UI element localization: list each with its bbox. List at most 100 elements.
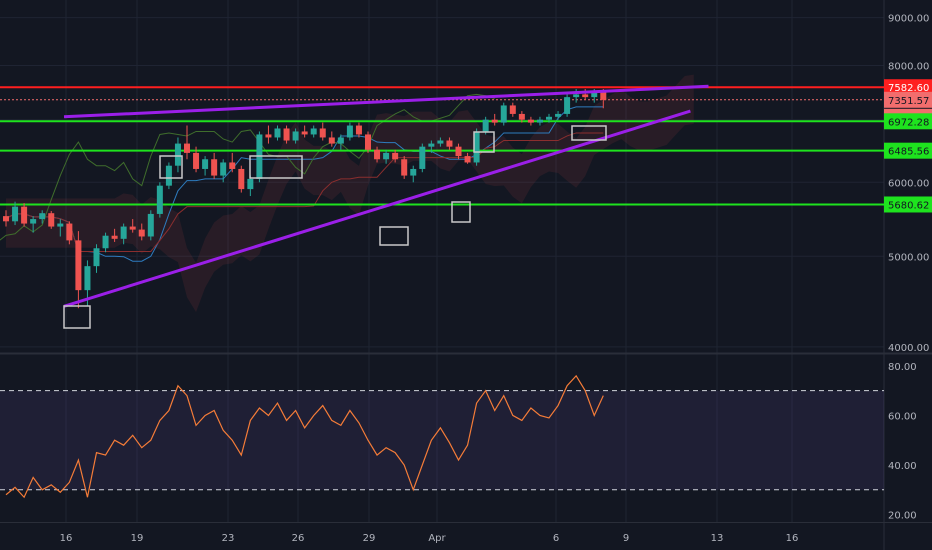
candle-body <box>292 131 299 141</box>
highlight-box <box>249 155 303 179</box>
level-label-bg <box>884 113 932 130</box>
lagging-span <box>0 93 495 241</box>
ichimoku-cloud <box>6 74 694 313</box>
highlight-box <box>379 226 409 246</box>
x-tick-label: 19 <box>131 533 144 544</box>
x-tick-label: 9 <box>623 533 629 544</box>
candle-body <box>446 140 453 147</box>
candle-body <box>392 152 399 160</box>
x-tick-label: 23 <box>222 533 235 544</box>
candle-body <box>102 235 109 249</box>
osc-tick-label: 60.00 <box>888 411 917 422</box>
candle-body <box>473 131 480 163</box>
candle-body <box>174 143 181 166</box>
level-label: 6485.56 <box>888 147 929 158</box>
candle-body <box>374 149 381 160</box>
candle-body <box>455 146 462 157</box>
candle-body <box>147 213 154 237</box>
candle-body <box>536 119 543 123</box>
candle-body <box>419 146 426 169</box>
candle-body <box>573 94 580 98</box>
candle-body <box>247 178 254 190</box>
candle-body <box>437 140 444 144</box>
candle-body <box>301 131 308 135</box>
candle-body <box>57 223 64 227</box>
osc-tick-label: 80.00 <box>888 362 917 373</box>
candle-body <box>365 134 371 150</box>
osc-tick-label: 40.00 <box>888 461 917 472</box>
highlight-box <box>159 155 183 179</box>
highlight-box <box>473 131 495 153</box>
level-label: 7351.57 <box>888 96 929 107</box>
candle-body <box>93 248 100 267</box>
candle-body <box>410 168 417 176</box>
candle-body <box>337 137 344 144</box>
candle-body <box>310 128 317 135</box>
candle-body <box>328 137 335 144</box>
conversion-line <box>5 106 604 262</box>
candle-body <box>66 223 73 241</box>
y-tick-label: 9000.00 <box>888 14 929 25</box>
candle-body <box>39 213 46 220</box>
candle-body <box>21 206 28 224</box>
candle-body <box>156 185 163 214</box>
candle-body <box>319 128 326 138</box>
y-tick-label: 5000.00 <box>888 252 929 263</box>
candle-body <box>138 229 145 237</box>
level-label-bg <box>884 79 932 96</box>
candle-body <box>383 152 390 160</box>
highlight-box <box>451 201 471 223</box>
candle-body <box>12 206 19 222</box>
candle-body <box>120 226 127 239</box>
x-tick-label: 29 <box>363 533 376 544</box>
level-label-bg <box>884 91 932 108</box>
highlight-box <box>571 125 607 141</box>
candle-body <box>193 152 200 169</box>
highlight-box <box>63 305 91 329</box>
trendline <box>63 109 691 308</box>
candle-body <box>84 266 91 291</box>
candle-body <box>3 216 9 222</box>
candle-body <box>591 91 598 98</box>
candle-body <box>500 105 507 123</box>
candle-body <box>48 213 55 227</box>
candle-body <box>355 125 362 135</box>
candle-body <box>165 165 172 186</box>
candle-body <box>111 235 118 239</box>
candle-body <box>129 226 136 230</box>
x-tick-label: Apr <box>428 533 446 544</box>
level-label: 5680.62 <box>888 200 929 211</box>
candle-body <box>482 119 489 132</box>
level-label-bg <box>884 142 932 159</box>
y-tick-label: 4000.00 <box>888 343 929 354</box>
candle-body <box>202 159 209 169</box>
candle-body <box>30 219 37 224</box>
level-label-bg <box>884 196 932 213</box>
osc-tick-label: 20.00 <box>888 511 917 522</box>
rsi-band <box>0 390 884 490</box>
x-tick-label: 13 <box>711 533 724 544</box>
x-tick-label: 16 <box>60 533 73 544</box>
candle-body <box>229 162 236 169</box>
x-tick-label: 16 <box>786 533 799 544</box>
level-label: 7582.60 <box>888 83 929 94</box>
y-tick-label: 6000.00 <box>888 178 929 189</box>
candle-body <box>564 97 571 114</box>
candle-body <box>464 156 471 163</box>
candle-body <box>491 119 498 123</box>
candle-body <box>274 128 281 138</box>
candle-body <box>555 113 562 117</box>
candle-body <box>518 113 525 120</box>
x-tick-label: 26 <box>292 533 305 544</box>
candle-body <box>283 128 290 141</box>
rsi-line <box>5 374 604 499</box>
candle-body <box>184 143 190 153</box>
candle-body <box>401 159 408 176</box>
x-tick-label: 6 <box>553 533 559 544</box>
candle-body <box>582 94 589 98</box>
level-label: 6972.28 <box>888 117 929 128</box>
candle-body <box>546 116 552 120</box>
